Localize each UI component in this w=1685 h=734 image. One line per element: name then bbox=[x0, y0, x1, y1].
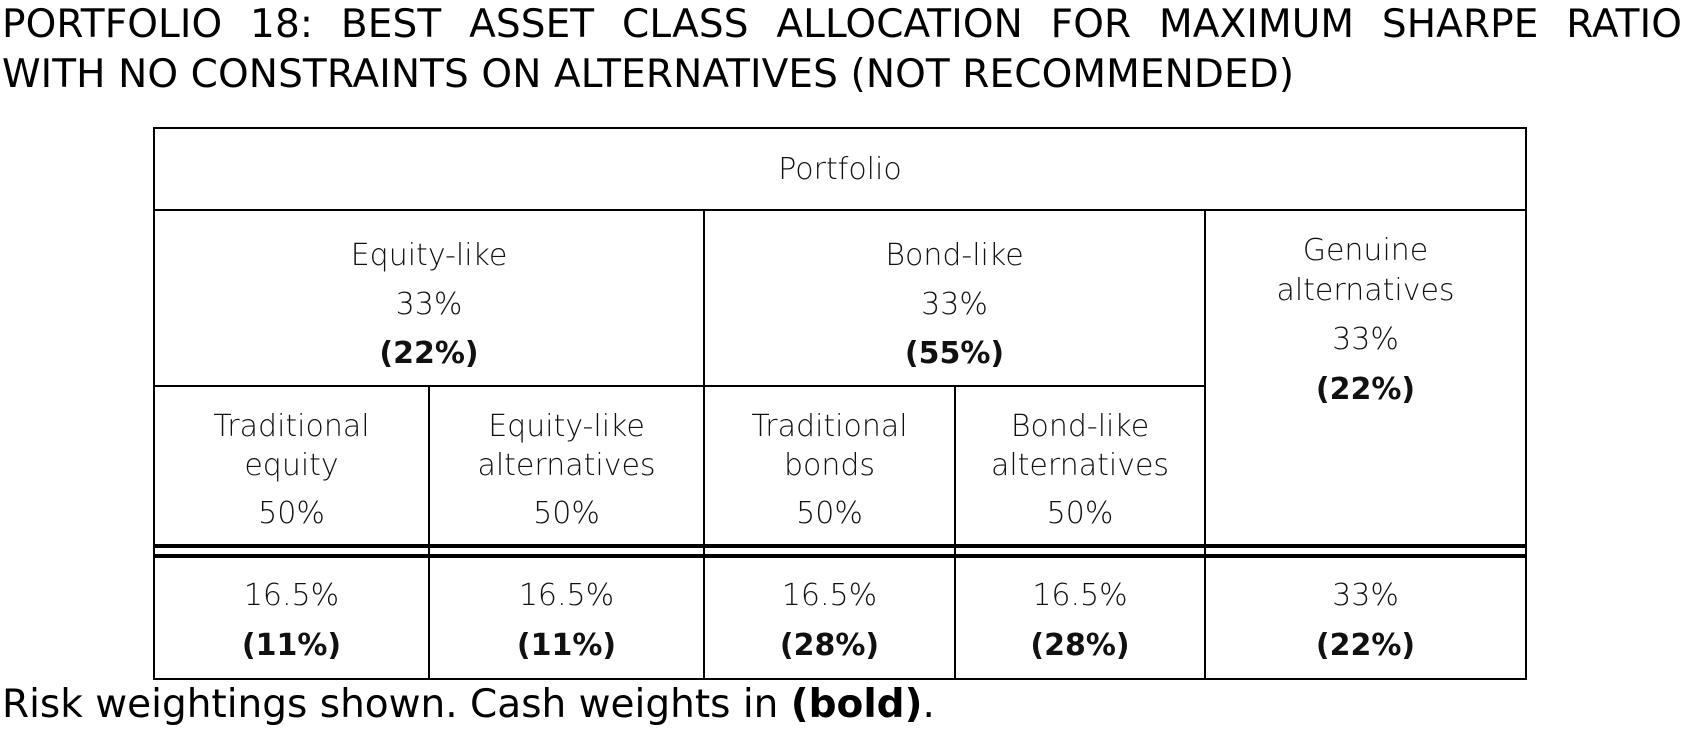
total-risk: 16.5% bbox=[518, 578, 615, 613]
root-label: Portfolio bbox=[778, 151, 902, 187]
total-risk: 16.5% bbox=[243, 578, 340, 613]
subgroup-line2: bonds bbox=[783, 448, 876, 483]
subgroup-line1: Equity-like bbox=[488, 409, 645, 444]
title-line-2: WITH NO CONSTRAINTS ON ALTERNATIVES (NOT… bbox=[2, 52, 1295, 97]
subgroup-line1: Bond-like bbox=[1010, 409, 1150, 444]
footnote-end: . bbox=[922, 682, 935, 727]
group-cash: (22%) bbox=[379, 336, 479, 371]
subgroup-equity-like-alternatives: Equity-like alternatives 50% bbox=[430, 387, 703, 544]
group-cash: (55%) bbox=[904, 336, 1005, 371]
group-name: Equity-like bbox=[350, 238, 508, 273]
group-name-line1: Genuine bbox=[1302, 233, 1429, 268]
divider-col-c bbox=[954, 385, 956, 680]
total-cash: (11%) bbox=[241, 628, 342, 663]
total-risk: 16.5% bbox=[781, 578, 878, 613]
divider-col-a bbox=[428, 385, 430, 680]
footnote-bold: (bold) bbox=[790, 682, 923, 727]
root-cell: Portfolio bbox=[155, 129, 1525, 209]
subgroup-bond-like-alternatives: Bond-like alternatives 50% bbox=[956, 387, 1204, 544]
footnote: Risk weightings shown. Cash weights in (… bbox=[2, 680, 935, 730]
divider-groups bbox=[155, 385, 1204, 387]
group-equity-like: Equity-like 33% (22%) bbox=[155, 209, 703, 385]
divider-double-top bbox=[155, 544, 1525, 548]
total-traditional-equity: 16.5% (11%) bbox=[155, 558, 428, 678]
allocation-table: Portfolio Equity-like 33% (22%) Bond-lik… bbox=[153, 127, 1527, 680]
subgroup-pct: 50% bbox=[796, 496, 863, 531]
divider-col-b bbox=[703, 209, 705, 680]
total-equity-like-alternatives: 16.5% (11%) bbox=[430, 558, 703, 678]
total-risk: 33% bbox=[1332, 578, 1399, 613]
subgroup-line1: Traditional bbox=[213, 409, 370, 444]
total-bond-like-alternatives: 16.5% (28%) bbox=[956, 558, 1204, 678]
group-name: Bond-like bbox=[885, 238, 1024, 273]
total-cash: (22%) bbox=[1315, 628, 1416, 663]
total-cash: (28%) bbox=[1030, 628, 1130, 663]
subgroup-line2: alternatives bbox=[990, 448, 1170, 483]
total-risk: 16.5% bbox=[1032, 578, 1128, 613]
divider-col-d bbox=[1204, 209, 1206, 680]
group-risk: 33% bbox=[921, 287, 988, 322]
group-cash: (22%) bbox=[1315, 372, 1416, 407]
group-risk: 33% bbox=[395, 287, 463, 322]
subgroup-pct: 50% bbox=[258, 496, 325, 531]
page-title: PORTFOLIO 18: BEST ASSET CLASS ALLOCATIO… bbox=[2, 0, 1682, 100]
total-traditional-bonds: 16.5% (28%) bbox=[705, 558, 954, 678]
total-genuine-alternatives: 33% (22%) bbox=[1206, 558, 1525, 678]
title-line-1: PORTFOLIO 18: BEST ASSET CLASS ALLOCATIO… bbox=[2, 2, 1682, 47]
subgroup-line2: equity bbox=[244, 448, 339, 483]
footnote-text: Risk weightings shown. Cash weights in bbox=[2, 682, 791, 727]
subgroup-pct: 50% bbox=[1046, 496, 1114, 531]
subgroup-pct: 50% bbox=[533, 496, 600, 531]
subgroup-line1: Traditional bbox=[751, 409, 908, 444]
group-name-line2: alternatives bbox=[1276, 273, 1455, 308]
group-risk: 33% bbox=[1332, 322, 1399, 357]
total-cash: (11%) bbox=[516, 628, 617, 663]
divider-root bbox=[155, 209, 1525, 211]
total-cash: (28%) bbox=[779, 628, 880, 663]
subgroup-traditional-equity: Traditional equity 50% bbox=[155, 387, 428, 544]
group-bond-like: Bond-like 33% (55%) bbox=[705, 209, 1204, 385]
subgroup-traditional-bonds: Traditional bonds 50% bbox=[705, 387, 954, 544]
divider-double-bottom bbox=[155, 554, 1525, 558]
subgroup-line2: alternatives bbox=[477, 448, 656, 483]
group-genuine-alternatives: Genuine alternatives 33% (22%) bbox=[1206, 209, 1525, 544]
